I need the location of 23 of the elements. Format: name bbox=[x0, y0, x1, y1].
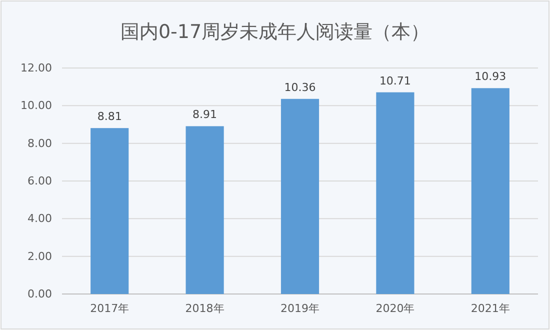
x-tick-label: 2020年 bbox=[376, 302, 415, 315]
y-tick-label: 2.00 bbox=[28, 250, 52, 263]
x-tick-label: 2017年 bbox=[90, 302, 130, 315]
data-label: 10.36 bbox=[284, 80, 316, 94]
y-tick-label: 6.00 bbox=[28, 174, 52, 188]
chart-title: 国内0-17周岁未成年人阅读量（本） bbox=[120, 21, 430, 43]
data-label: 10.71 bbox=[379, 74, 411, 88]
x-tick-label: 2021年 bbox=[470, 302, 510, 315]
bar bbox=[90, 128, 129, 294]
data-label: 8.81 bbox=[97, 110, 122, 124]
bar bbox=[280, 98, 320, 294]
y-tick-label: 12.00 bbox=[20, 62, 52, 75]
x-tick-label: 2019年 bbox=[280, 302, 320, 315]
x-tick-label: 2018年 bbox=[185, 302, 224, 315]
bar bbox=[186, 126, 224, 294]
y-tick-label: 10.00 bbox=[20, 99, 52, 112]
bar bbox=[471, 88, 510, 294]
bar bbox=[376, 92, 414, 294]
y-tick-label: 4.00 bbox=[28, 212, 52, 226]
data-label: 8.91 bbox=[192, 108, 218, 122]
data-label: 10.93 bbox=[474, 70, 506, 84]
y-tick-label: 0.00 bbox=[28, 288, 52, 301]
y-tick-label: 8.00 bbox=[28, 136, 52, 150]
